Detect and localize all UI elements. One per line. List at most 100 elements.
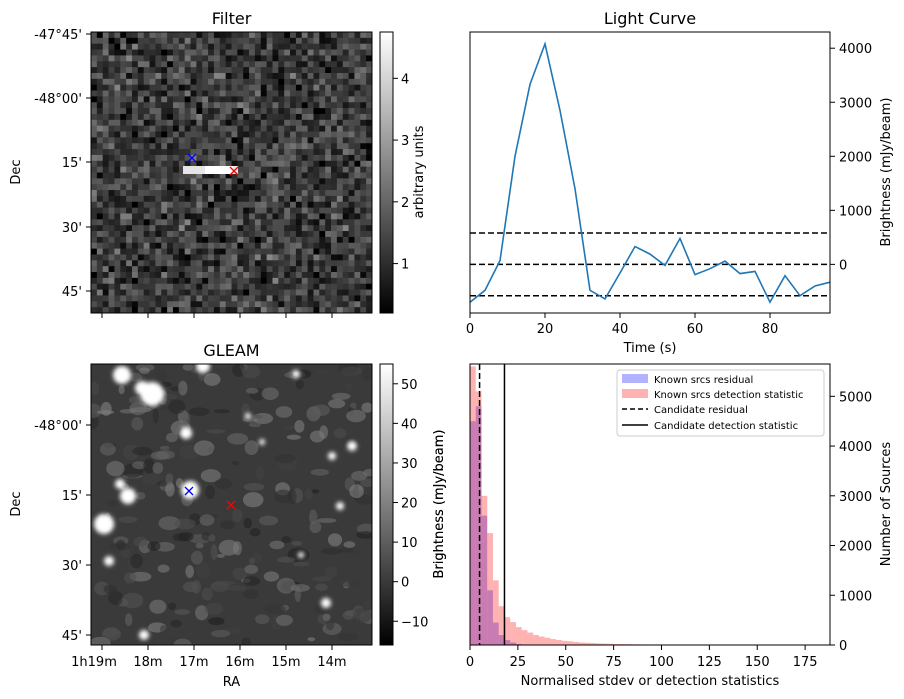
histogram-ytick-label: 0 [839, 639, 847, 654]
gleam-ytick-label: 15' [62, 489, 82, 504]
gleam-source [120, 488, 136, 504]
gleam-source [321, 598, 331, 608]
hist-bar-detection [475, 391, 482, 645]
gleam-source [328, 452, 336, 460]
gleam-xticks: 1h19m 18m 17m 16m 15m 14m [71, 645, 347, 670]
histogram-ytick-label: 3000 [839, 490, 872, 505]
legend-swatch-detection [622, 389, 648, 398]
histogram-ytick-label: 2000 [839, 540, 872, 555]
lightcurve-series-line [469, 41, 831, 304]
filter-ytick-label: -48°00' [34, 92, 82, 107]
lightcurve-yticks: 0 1000 2000 3000 4000 [830, 42, 872, 273]
gleam-marker-red-x [226, 500, 236, 510]
hist-bar-residual [510, 642, 516, 645]
legend-swatch-residual [622, 374, 648, 383]
lightcurve-xtick-label: 20 [537, 322, 554, 337]
hist-bar-residual [481, 515, 488, 645]
filter-colorbar-tick-label: 3 [401, 134, 409, 149]
histogram-xticks: 0 25 50 75 100 125 150 175 [466, 645, 818, 670]
lightcurve-xlabel: Time (s) [623, 341, 677, 356]
gleam-colorbar [379, 363, 394, 646]
lightcurve-ytick-label: 1000 [839, 204, 872, 219]
gleam-colorbar-ticks: −10 0 10 20 30 40 50 [393, 378, 428, 630]
filter-marker-red-x [229, 166, 239, 176]
gleam-source [180, 427, 192, 439]
gleam-source [196, 364, 210, 373]
gleam-yticks: -48°00' 15' 30' 45' [34, 419, 91, 644]
hist-bar-detection [573, 642, 580, 645]
gleam-source [298, 552, 304, 558]
gleam-marker-blue-x [184, 486, 194, 496]
gleam-ytick-label: -48°00' [34, 419, 82, 434]
hist-bar-detection [596, 643, 603, 645]
gleam-source [139, 630, 149, 640]
histogram-candidate-lines [478, 364, 506, 645]
histogram-xlabel: Normalised stdev or detection statistics [521, 674, 780, 689]
gleam-ytick-label: 45' [62, 629, 82, 644]
lightcurve-ytick-label: 3000 [839, 96, 872, 111]
filter-ytick-label: 15' [62, 156, 82, 171]
filter-colorbar-tick-label: 2 [401, 196, 409, 211]
hist-bar-detection [521, 630, 528, 645]
gleam-source [115, 479, 125, 489]
filter-ytick-label: 45' [62, 285, 82, 300]
lightcurve-xtick-label: 0 [466, 322, 474, 337]
histogram-ytick-label: 1000 [839, 589, 872, 604]
lightcurve-ytick-label: 0 [839, 258, 847, 273]
gleam-xtick-label: 14m [317, 655, 346, 670]
hist-bar-residual [487, 590, 493, 645]
histogram-ylabel: Number of Sources [879, 442, 894, 567]
gleam-xtick-label: 16m [225, 655, 254, 670]
gleam-xtick-label: 17m [179, 655, 208, 670]
histogram-frame [469, 363, 831, 646]
gleam-colorbar-tick-label: 0 [401, 576, 409, 591]
hist-bar-detection [533, 635, 539, 645]
hist-bar-detection [567, 641, 574, 645]
histogram-panel: 0 25 50 75 100 125 150 175 0 1000 2000 3000 4000 500… [432, 363, 894, 689]
hist-bar-detection [487, 533, 493, 645]
gleam-ylabel: Dec [9, 491, 24, 516]
lightcurve-ytick-label: 4000 [839, 42, 872, 57]
histogram-xtick-label: 50 [557, 655, 574, 670]
lightcurve-xticks: 0 20 40 60 80 [466, 313, 778, 337]
histogram-ytick-label: 4000 [839, 440, 872, 455]
histogram-xtick-label: 125 [697, 655, 722, 670]
hist-bar-residual [475, 406, 482, 645]
legend-box [616, 369, 825, 437]
filter-colorbar-tick-label: 4 [401, 72, 409, 87]
histogram-ytick-label: 5000 [839, 390, 872, 405]
lightcurve-frame [469, 31, 831, 314]
gleam-source [104, 556, 114, 566]
hist-bar-detection [470, 366, 476, 645]
filter-marker-blue-x [187, 153, 197, 163]
histogram-xtick-label: 0 [466, 655, 474, 670]
hist-bar-detection [515, 627, 522, 645]
lightcurve-thresholds [470, 232, 830, 297]
filter-ytick-label: 30' [62, 221, 82, 236]
hist-bar-detection [579, 642, 585, 645]
filter-colorbar [379, 31, 394, 314]
gleam-ytick-label: 30' [62, 559, 82, 574]
filter-ylabel: Dec [9, 159, 24, 184]
hist-bar-detection [561, 640, 568, 645]
filter-yticks: -47°45' -48°00' 15' 30' 45' [34, 28, 91, 300]
legend-label-detection: Known srcs detection statistic [654, 390, 803, 401]
hist-bar-detection [527, 632, 534, 645]
hist-bar-detection [504, 617, 511, 645]
gleam-colorbar-tick-label: 10 [401, 536, 418, 551]
gleam-source [135, 381, 149, 395]
filter-colorbar-tick-label: 1 [401, 258, 409, 273]
filter-title: Filter [212, 9, 252, 28]
legend-label-candidate-detection: Candidate detection statistic [654, 421, 798, 432]
gleam-source [113, 366, 131, 384]
histogram-xtick-label: 75 [605, 655, 622, 670]
gleam-colorbar-tick-label: 20 [401, 497, 418, 512]
hist-bar-detection [538, 636, 545, 645]
filter-panel: Filter Dec -47°45'-48°00'15'30'45' 1234 … [9, 9, 427, 318]
gleam-colorbar-tick-label: 50 [401, 378, 418, 393]
hist-bar-detection [590, 643, 597, 645]
gleam-source [347, 441, 357, 451]
hist-bar-residual [498, 635, 505, 645]
gleam-xtick-label: 18m [133, 655, 162, 670]
